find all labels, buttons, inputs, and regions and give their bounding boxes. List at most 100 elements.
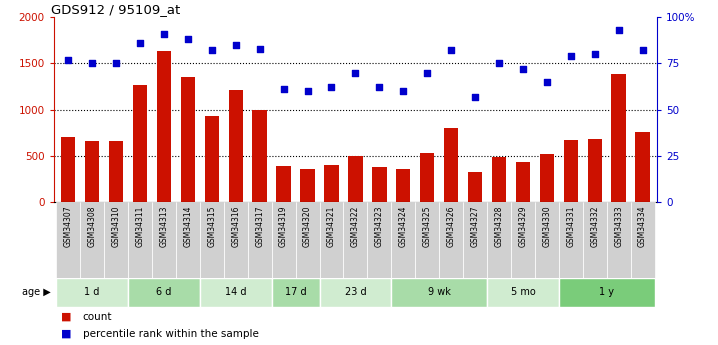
Text: GSM34327: GSM34327 xyxy=(470,206,480,247)
Bar xyxy=(635,132,650,202)
Bar xyxy=(607,202,630,278)
Text: GSM34314: GSM34314 xyxy=(183,206,192,247)
Text: GSM34325: GSM34325 xyxy=(423,206,432,247)
Bar xyxy=(372,167,386,202)
Bar xyxy=(391,278,487,307)
Point xyxy=(134,40,146,46)
Bar xyxy=(511,202,535,278)
Point xyxy=(445,48,457,53)
Bar xyxy=(420,153,434,202)
Point xyxy=(206,48,218,53)
Text: GSM34319: GSM34319 xyxy=(279,206,288,247)
Point xyxy=(398,88,409,94)
Point xyxy=(326,85,337,90)
Bar xyxy=(224,202,248,278)
Text: GSM34321: GSM34321 xyxy=(327,206,336,247)
Text: GSM34310: GSM34310 xyxy=(111,206,121,247)
Bar xyxy=(56,202,80,278)
Bar xyxy=(391,202,415,278)
Text: GSM34326: GSM34326 xyxy=(447,206,456,247)
Bar xyxy=(439,202,463,278)
Text: age ▶: age ▶ xyxy=(22,287,50,297)
Bar xyxy=(348,156,363,202)
Bar xyxy=(253,110,267,202)
Bar xyxy=(109,141,123,202)
Bar xyxy=(296,202,320,278)
Bar xyxy=(612,75,626,202)
Bar xyxy=(487,202,511,278)
Text: GDS912 / 95109_at: GDS912 / 95109_at xyxy=(51,3,180,16)
Bar xyxy=(368,202,391,278)
Point xyxy=(182,37,194,42)
Text: GSM34311: GSM34311 xyxy=(136,206,144,247)
Bar xyxy=(559,202,583,278)
Bar xyxy=(271,278,320,307)
Bar xyxy=(540,154,554,202)
Text: GSM34320: GSM34320 xyxy=(303,206,312,247)
Text: GSM34316: GSM34316 xyxy=(231,206,241,247)
Bar xyxy=(463,202,487,278)
Bar xyxy=(415,202,439,278)
Point xyxy=(541,79,553,85)
Text: GSM34324: GSM34324 xyxy=(398,206,408,247)
Bar xyxy=(80,202,104,278)
Bar xyxy=(128,202,152,278)
Bar xyxy=(157,51,171,202)
Point xyxy=(86,61,98,66)
Point xyxy=(302,88,313,94)
Bar xyxy=(396,169,411,202)
Text: GSM34328: GSM34328 xyxy=(495,206,503,247)
Bar xyxy=(61,137,75,202)
Bar xyxy=(300,169,314,202)
Bar xyxy=(200,202,224,278)
Text: 14 d: 14 d xyxy=(225,287,246,297)
Text: GSM34315: GSM34315 xyxy=(208,206,216,247)
Point xyxy=(613,27,625,33)
Point xyxy=(62,57,74,62)
Point xyxy=(158,31,169,37)
Text: 6 d: 6 d xyxy=(157,287,172,297)
Bar xyxy=(516,162,530,202)
Text: 5 mo: 5 mo xyxy=(510,287,536,297)
Bar xyxy=(492,157,506,202)
Point xyxy=(254,46,266,51)
Text: GSM34332: GSM34332 xyxy=(590,206,600,247)
Point xyxy=(421,70,433,76)
Text: GSM34330: GSM34330 xyxy=(542,206,551,247)
Bar xyxy=(559,278,655,307)
Point xyxy=(470,94,481,99)
Bar xyxy=(271,202,296,278)
Bar xyxy=(564,140,578,202)
Text: 17 d: 17 d xyxy=(285,287,307,297)
Bar xyxy=(276,166,291,202)
Text: GSM34307: GSM34307 xyxy=(64,206,73,247)
Text: 23 d: 23 d xyxy=(345,287,366,297)
Point xyxy=(637,48,648,53)
Bar xyxy=(487,278,559,307)
Bar xyxy=(133,85,147,202)
Text: GSM34322: GSM34322 xyxy=(351,206,360,247)
Bar xyxy=(200,278,271,307)
Text: GSM34317: GSM34317 xyxy=(255,206,264,247)
Bar xyxy=(320,278,391,307)
Text: GSM34308: GSM34308 xyxy=(88,206,97,247)
Point xyxy=(589,51,600,57)
Text: ■: ■ xyxy=(61,312,72,322)
Point xyxy=(230,42,241,48)
Text: ■: ■ xyxy=(61,329,72,339)
Point xyxy=(517,66,528,72)
Bar xyxy=(85,141,99,202)
Text: GSM34313: GSM34313 xyxy=(159,206,169,247)
Text: GSM34331: GSM34331 xyxy=(567,206,575,247)
Text: 9 wk: 9 wk xyxy=(428,287,451,297)
Text: percentile rank within the sample: percentile rank within the sample xyxy=(83,329,258,339)
Bar xyxy=(176,202,200,278)
Bar xyxy=(181,77,195,202)
Text: 1 d: 1 d xyxy=(85,287,100,297)
Bar xyxy=(630,202,655,278)
Point xyxy=(278,87,289,92)
Point xyxy=(373,85,385,90)
Bar xyxy=(343,202,368,278)
Point xyxy=(111,61,122,66)
Bar xyxy=(535,202,559,278)
